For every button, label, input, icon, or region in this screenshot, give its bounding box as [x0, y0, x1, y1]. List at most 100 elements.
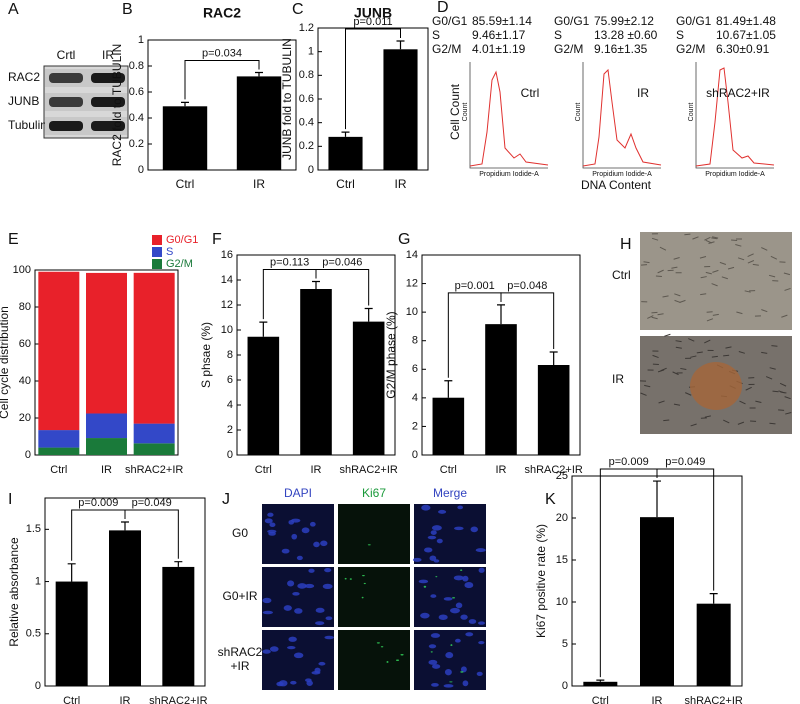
histogram-curve [469, 70, 549, 167]
y-tick-label: 0.6 [129, 86, 144, 98]
cell-streak [690, 355, 697, 358]
y-tick-label: 1.5 [26, 523, 41, 535]
y-tick-label: 40 [19, 375, 31, 387]
cell-streak [784, 396, 791, 400]
cell [308, 568, 315, 573]
y-tick-label: 2 [412, 420, 418, 432]
bar [236, 76, 282, 170]
x-tick-label: IR [652, 695, 663, 704]
cell [436, 538, 443, 544]
x-tick-label: Ctrl [440, 464, 457, 476]
p-value: p=0.009 [609, 456, 649, 468]
bar-segment [38, 430, 80, 448]
cell [478, 621, 485, 625]
y-tick-label: 1 [138, 34, 144, 46]
cell-streak [647, 315, 654, 319]
panel-letter: A [8, 1, 19, 18]
cell [444, 668, 452, 676]
x-tick-label: IR [395, 177, 407, 191]
panel-letter: D [437, 0, 449, 16]
panel-letter: H [620, 236, 632, 253]
bar [109, 530, 141, 686]
histogram-x-label: Propidium Iodide-A [479, 171, 539, 178]
cell-streak [640, 392, 647, 396]
histogram-curve [582, 68, 662, 167]
cell-streak [679, 299, 686, 304]
y-axis-label: G2/M phase (%) [384, 311, 398, 398]
cell-streak [675, 340, 682, 343]
cell [462, 575, 469, 582]
error-bar [364, 307, 373, 322]
stat-value: 6.30±0.91 [716, 42, 770, 56]
x-tick-label: shRAC2+IR [125, 464, 183, 476]
p-value: p=0.049 [132, 497, 172, 509]
bar [696, 603, 731, 686]
cell-streak [761, 247, 768, 251]
cell-streak [658, 400, 665, 404]
y-tick-label: 14 [406, 249, 418, 261]
cell-streak [690, 423, 697, 427]
cell-streak [643, 261, 650, 264]
cell-streak [727, 266, 735, 270]
band-label: JUNB [8, 94, 39, 108]
legend-swatch [152, 247, 162, 257]
y-tick-label: 0.2 [129, 138, 144, 150]
cell-streak [655, 275, 662, 277]
cell [380, 646, 384, 648]
row-label: +IR [230, 659, 249, 673]
cell [462, 680, 469, 687]
cell [297, 583, 307, 589]
cell [470, 526, 478, 533]
cell [376, 642, 380, 644]
significance-bracket [124, 509, 179, 559]
x-tick-label: Ctrl [63, 695, 80, 704]
cell [293, 652, 304, 659]
cell [291, 533, 298, 540]
cell-streak [761, 351, 768, 354]
y-tick-label: 0.2 [299, 140, 314, 152]
panel-letter: F [212, 231, 222, 248]
x-tick-label: IR [253, 177, 265, 191]
cell-streak [692, 236, 699, 240]
cell [315, 607, 325, 613]
cell [306, 680, 313, 686]
cell [438, 614, 448, 620]
bar-segment [38, 271, 80, 431]
cell-streak [739, 400, 746, 405]
micrograph [640, 232, 792, 330]
row-label: IR [612, 372, 624, 386]
cell [464, 581, 474, 589]
cell-streak [674, 293, 681, 297]
p-value: p=0.048 [507, 280, 547, 292]
cell-streak [672, 371, 679, 376]
x-tick-label: shRAC2+IR [524, 464, 582, 476]
y-tick-label: 0 [35, 680, 41, 692]
histogram-count-label: Count [462, 103, 469, 122]
y-tick-label: 0.4 [129, 112, 144, 124]
blot-band [49, 121, 83, 131]
cell [430, 530, 437, 535]
cell-streak [768, 274, 776, 278]
error-bar [67, 563, 76, 582]
blot-band [91, 121, 125, 131]
cell [443, 684, 454, 688]
cell-streak [725, 346, 732, 349]
stat-name: G2/M [554, 42, 583, 56]
cell [296, 555, 303, 561]
y-tick-label: 20 [556, 512, 568, 524]
cell-streak [723, 419, 730, 424]
cell-streak [651, 311, 658, 314]
significance-bracket [315, 269, 370, 306]
cell-streak [651, 237, 659, 241]
cell-streak [755, 400, 762, 403]
cell [315, 621, 325, 626]
histogram-count-label: Count [688, 103, 695, 122]
fluorescence-image [414, 504, 486, 564]
cell-streak [769, 367, 776, 370]
cell-streak [660, 367, 667, 372]
cell [267, 529, 277, 534]
stat-name: S [432, 28, 440, 42]
cell-streak [761, 309, 768, 313]
histogram-x-label: Propidium Iodide-A [705, 171, 765, 178]
legend-label: G0/G1 [166, 234, 198, 246]
